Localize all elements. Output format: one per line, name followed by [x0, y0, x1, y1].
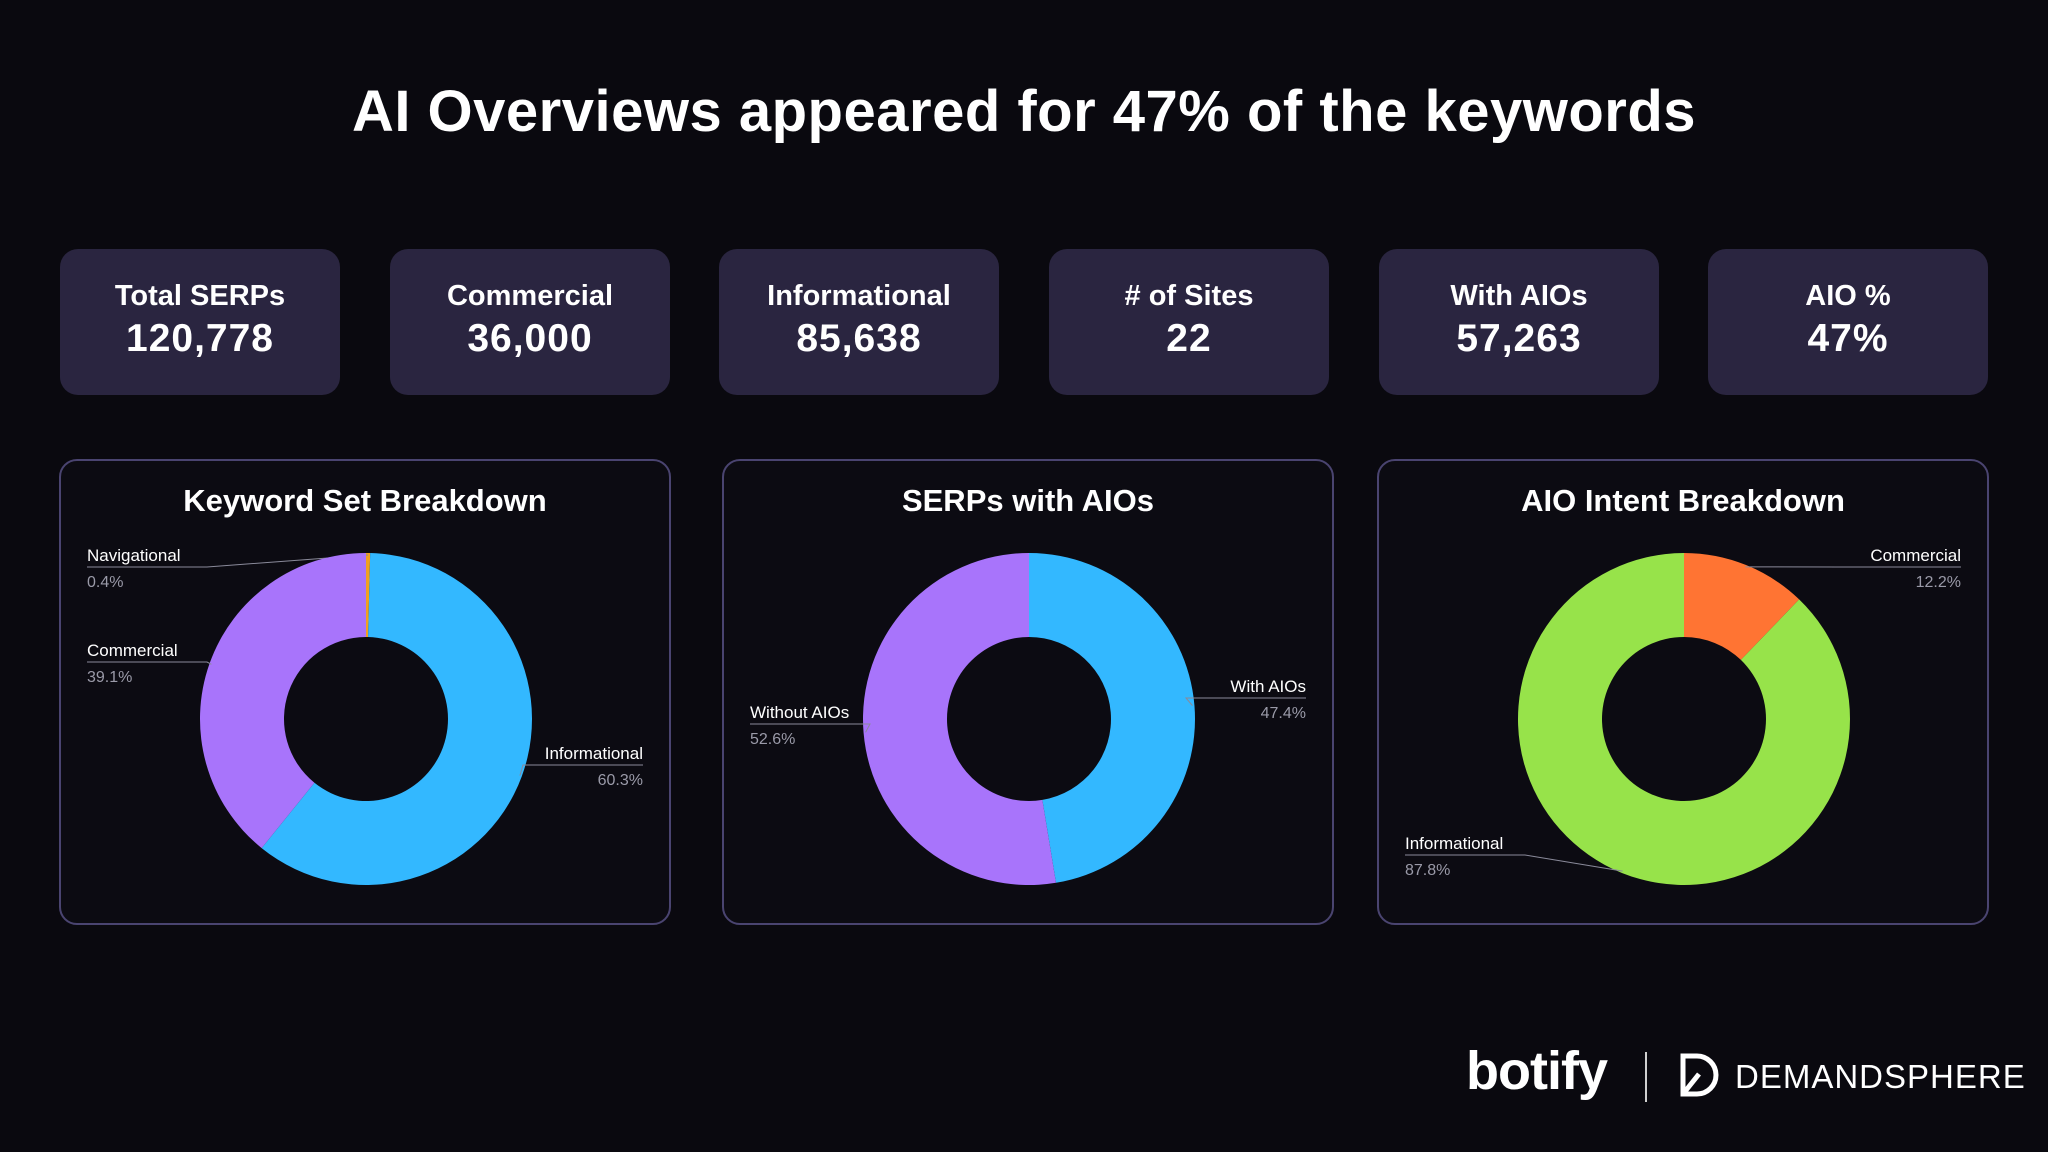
slice-label-without-aios: Without AIOs: [750, 703, 849, 722]
chart-panel-aio-intent: Commercial 12.2% Informational 87.8% AIO In…: [1377, 459, 1989, 925]
donut-slice-informational: [1518, 553, 1850, 885]
chart-title: SERPs with AIOs: [901, 483, 1155, 518]
chart-title: AIO Intent Breakdown: [1521, 483, 1845, 518]
stat-label: With AIOs: [1450, 280, 1588, 313]
chart-title: Keyword Set Breakdown: [183, 483, 547, 518]
leader-line-informational: [1405, 854, 1623, 872]
slice-label-commercial: Commercial: [87, 641, 178, 660]
demandsphere-logo-text: DEMANDSPHERE: [1735, 1058, 2026, 1095]
brand-divider: [1645, 1052, 1647, 1102]
slice-percent-informational: 60.3%: [598, 772, 643, 789]
stat-label: # of Sites: [1124, 280, 1254, 313]
stat-value: 47%: [1807, 317, 1889, 361]
stat-informational: Informational 85,638: [719, 249, 999, 395]
stat-label: Commercial: [446, 280, 613, 313]
donut-slice-informational: [261, 553, 532, 885]
stat-sites: # of Sites 22: [1049, 249, 1329, 395]
stat-label: AIO %: [1805, 280, 1891, 313]
stat-value: 120,778: [126, 317, 274, 361]
leader-line-navigational: [87, 554, 369, 568]
slice-percent-commercial: 39.1%: [87, 669, 132, 686]
leader-line-with-aios: [1184, 697, 1306, 706]
slice-label-with-aios: With AIOs: [1230, 677, 1306, 696]
stat-total-serps: Total SERPs 120,778: [60, 249, 340, 395]
stat-label: Informational: [767, 280, 951, 313]
stat-aio-percent: AIO % 47%: [1708, 249, 1988, 395]
stat-commercial: Commercial 36,000: [390, 249, 670, 395]
slice-label-commercial: Commercial: [1870, 546, 1961, 565]
slice-label-informational: Informational: [545, 744, 643, 763]
page-headline: AI Overviews appeared for 47% of the key…: [351, 79, 1697, 144]
leader-line-informational: [519, 764, 643, 776]
donut-chart-aio-intent: Commercial 12.2% Informational 87.8%: [1405, 546, 1961, 885]
slice-label-informational: Informational: [1405, 834, 1503, 853]
chart-panel-keyword-set: Navigational 0.4% Informational 60.3% Commer…: [59, 459, 671, 925]
stat-value: 36,000: [467, 317, 593, 361]
leader-line-without-aios: [750, 723, 871, 733]
donut-slice-with-aios: [1029, 553, 1195, 883]
slice-percent-navigational: 0.4%: [87, 574, 123, 591]
slice-percent-without-aios: 52.6%: [750, 731, 795, 748]
slice-percent-commercial: 12.2%: [1916, 574, 1961, 591]
stat-value: 85,638: [796, 317, 922, 361]
chart-panel-serps-with-aios: With AIOs 47.4% Without AIOs 52.6% SERPs wi…: [722, 459, 1334, 925]
stat-with-aios: With AIOs 57,263: [1379, 249, 1659, 395]
leader-line-commercial: [87, 661, 212, 665]
botify-logo: botify: [1466, 1041, 1608, 1101]
slice-percent-with-aios: 47.4%: [1261, 705, 1306, 722]
donut-slice-without-aios: [862, 553, 1056, 885]
donut-slice-commercial: [1684, 553, 1800, 660]
stat-value: 22: [1166, 317, 1212, 361]
demandsphere-logo-icon: [1680, 1053, 1719, 1097]
donut-slice-navigational: [366, 553, 371, 638]
donut-slice-commercial: [200, 553, 366, 849]
donut-chart-serps-with-aios: With AIOs 47.4% Without AIOs 52.6%: [750, 553, 1306, 885]
donut-chart-keyword-set: Navigational 0.4% Informational 60.3% Commer…: [87, 546, 643, 885]
stat-label: Total SERPs: [114, 280, 286, 313]
stat-value: 57,263: [1456, 317, 1582, 361]
slice-label-navigational: Navigational: [87, 546, 181, 565]
slice-percent-informational: 87.8%: [1405, 862, 1450, 879]
